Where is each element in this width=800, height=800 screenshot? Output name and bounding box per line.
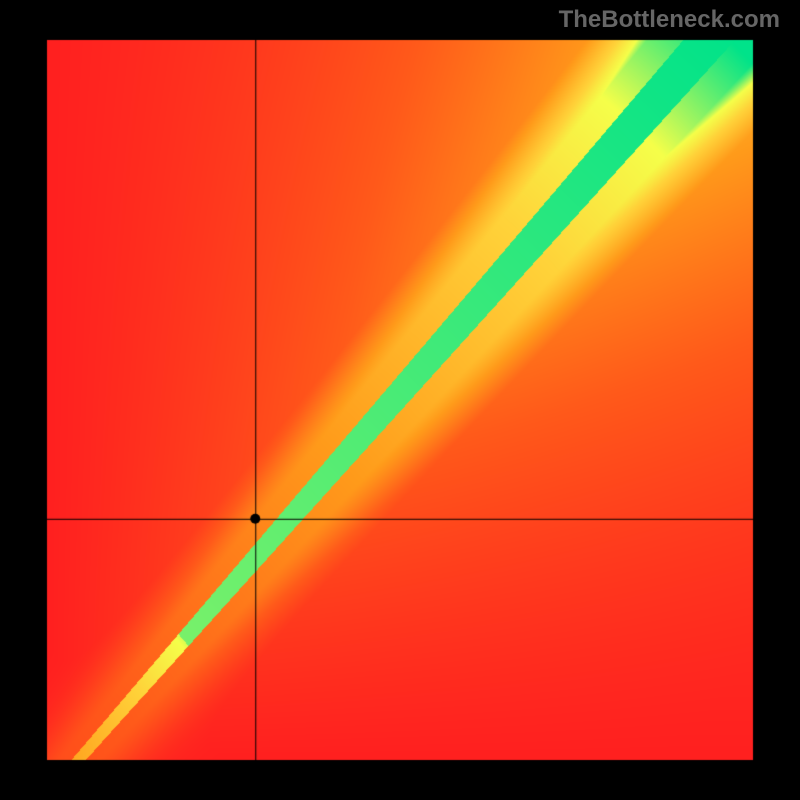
watermark-text: TheBottleneck.com xyxy=(559,6,780,34)
chart-container: { "watermark": { "text": "TheBottleneck.… xyxy=(0,0,800,800)
bottleneck-heatmap xyxy=(0,0,800,800)
